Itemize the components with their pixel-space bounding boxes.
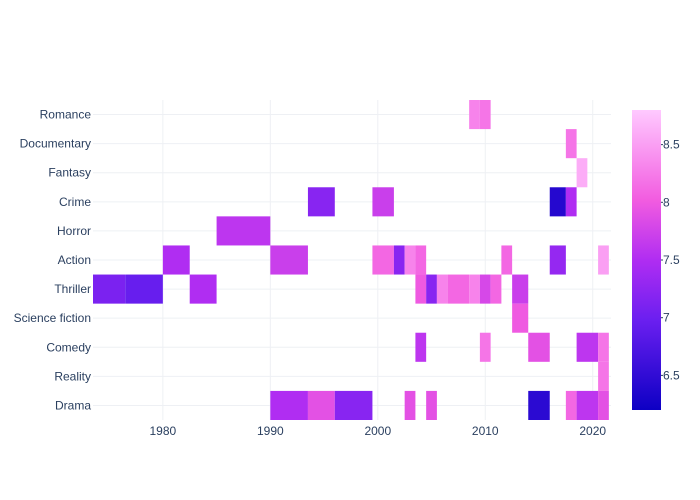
heatmap-cell[interactable] xyxy=(565,129,577,159)
x-axis: 1980 1990 2000 2010 2020 xyxy=(150,424,607,438)
x-tick-label: 2010 xyxy=(472,424,499,438)
y-category-label: Action xyxy=(58,253,91,267)
heatmap-cell[interactable] xyxy=(490,274,502,304)
heatmap-cell[interactable] xyxy=(216,216,271,246)
heatmap-cell[interactable] xyxy=(404,245,416,275)
colorbar-tick-label: 7 xyxy=(663,311,670,325)
heatmap-cell[interactable] xyxy=(598,390,609,420)
heatmap-cell[interactable] xyxy=(598,245,609,275)
heatmap-cell[interactable] xyxy=(528,390,550,420)
heatmap-cell[interactable] xyxy=(598,332,609,362)
x-tick-label: 2000 xyxy=(364,424,391,438)
heatmap-cell[interactable] xyxy=(307,187,335,217)
heatmap-cell[interactable] xyxy=(576,332,599,362)
y-category-label: Reality xyxy=(54,369,91,383)
heatmap-cell[interactable] xyxy=(162,245,190,275)
heatmap-cell[interactable] xyxy=(270,245,308,275)
heatmap-cell[interactable] xyxy=(93,274,126,304)
colorbar-tick-label: 6.5 xyxy=(663,368,680,382)
colorbar-tick-label: 7.5 xyxy=(663,253,680,267)
y-category-label: Drama xyxy=(55,398,91,412)
heatmap-cell[interactable] xyxy=(404,390,416,420)
heatmap-cell[interactable] xyxy=(334,390,373,420)
heatmap-cell[interactable] xyxy=(549,245,566,275)
heatmap-cell[interactable] xyxy=(307,390,335,420)
y-category-label: Thriller xyxy=(54,282,91,296)
y-category-label: Fantasy xyxy=(48,166,91,180)
colorbar-tick-label: 8 xyxy=(663,195,670,209)
heatmap-cell[interactable] xyxy=(576,158,588,188)
heatmap-cell[interactable] xyxy=(372,245,394,275)
heatmap-cell[interactable] xyxy=(501,245,513,275)
x-tick-label: 1980 xyxy=(150,424,177,438)
y-category-label: Science fiction xyxy=(14,311,91,325)
x-tick-label: 1990 xyxy=(257,424,284,438)
y-axis: Drama Reality Comedy Science fiction Thrille… xyxy=(14,108,92,413)
heatmap-cell[interactable] xyxy=(479,332,491,362)
heatmap-cell[interactable] xyxy=(415,245,427,275)
heatmap-cell[interactable] xyxy=(189,274,217,304)
heatmap-cell[interactable] xyxy=(565,390,577,420)
heatmap-cell[interactable] xyxy=(426,274,437,304)
cell-layer xyxy=(93,100,609,420)
heatmap-cell[interactable] xyxy=(479,100,491,130)
y-category-label: Horror xyxy=(57,224,91,238)
x-tick-label: 2020 xyxy=(579,424,606,438)
heatmap-cell[interactable] xyxy=(512,303,529,333)
heatmap-cell[interactable] xyxy=(436,274,448,304)
heatmap-cell[interactable] xyxy=(479,274,491,304)
heatmap-cell[interactable] xyxy=(270,390,308,420)
y-category-label: Crime xyxy=(59,195,91,209)
heatmap-cell[interactable] xyxy=(565,187,577,217)
y-category-label: Romance xyxy=(40,108,92,122)
heatmap-cell[interactable] xyxy=(125,274,163,304)
y-category-label: Comedy xyxy=(46,340,91,354)
heatmap-cell[interactable] xyxy=(549,187,566,217)
heatmap-cell[interactable] xyxy=(415,332,427,362)
heatmap-cell[interactable] xyxy=(598,361,609,391)
heatmap-cell[interactable] xyxy=(528,332,550,362)
heatmap-cell[interactable] xyxy=(576,390,599,420)
heatmap-cell[interactable] xyxy=(469,274,480,304)
heatmap-cell[interactable] xyxy=(372,187,394,217)
colorbar-tick-label: 8.5 xyxy=(663,138,680,152)
heatmap-cell[interactable] xyxy=(512,274,529,304)
colorbar-gradient xyxy=(632,110,661,410)
heatmap-cell[interactable] xyxy=(393,245,405,275)
colorbar: 6.5 7 7.5 8 8.5 xyxy=(632,110,680,410)
heatmap-cell[interactable] xyxy=(447,274,470,304)
heatmap-cell[interactable] xyxy=(426,390,437,420)
y-category-label: Documentary xyxy=(20,137,91,151)
heatmap-cell[interactable] xyxy=(415,274,427,304)
heatmap-cell[interactable] xyxy=(469,100,480,130)
